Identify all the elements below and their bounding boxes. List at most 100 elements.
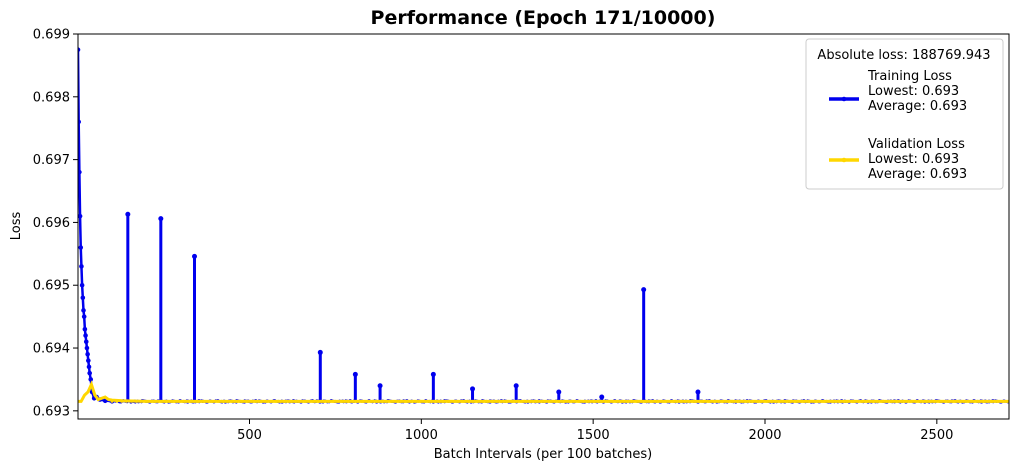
- validation-loss-point: [659, 400, 662, 403]
- validation-loss-point: [692, 400, 696, 403]
- training-loss-point: [85, 352, 90, 357]
- validation-loss-point: [971, 400, 975, 403]
- validation-loss-point: [192, 400, 196, 403]
- validation-loss-point: [153, 400, 157, 403]
- legend-validation-lowest: Lowest: 0.693: [868, 152, 959, 167]
- validation-loss-point: [914, 400, 917, 403]
- validation-loss-point: [947, 400, 951, 403]
- validation-loss-point: [125, 400, 128, 403]
- y-tick-label: 0.695: [33, 279, 70, 294]
- validation-loss-point: [697, 400, 701, 403]
- validation-loss-point: [211, 400, 215, 403]
- validation-loss-point: [856, 400, 860, 403]
- validation-loss-point: [716, 400, 720, 403]
- legend-training-lowest: Lowest: 0.693: [868, 84, 959, 99]
- validation-loss-point: [370, 400, 374, 403]
- validation-loss-point: [625, 400, 629, 403]
- validation-loss-point: [485, 400, 489, 403]
- x-axis: 500 1000 1500 2000 2500: [237, 419, 953, 443]
- training-loss-spike-peak: [352, 371, 358, 377]
- legend-validation-label: Validation Loss: [868, 137, 965, 152]
- validation-loss-point: [981, 400, 985, 403]
- validation-loss-point: [139, 400, 143, 403]
- validation-loss-point: [1005, 400, 1009, 403]
- validation-loss-point: [182, 400, 186, 403]
- validation-loss-point: [129, 400, 133, 403]
- validation-loss-point: [918, 400, 922, 403]
- validation-loss-point: [134, 400, 138, 403]
- x-tick-label: 500: [237, 428, 262, 443]
- validation-loss-point: [885, 400, 889, 403]
- validation-loss-point: [548, 400, 552, 403]
- chart-title: Performance (Epoch 171/10000): [371, 7, 716, 29]
- validation-loss-point: [933, 400, 937, 403]
- training-loss-spike-peak: [513, 383, 519, 389]
- validation-loss-point: [418, 400, 422, 403]
- training-loss-spike-peak: [641, 287, 647, 293]
- validation-loss-point: [283, 400, 287, 403]
- legend-training-label: Training Loss: [867, 69, 952, 84]
- validation-loss-point: [817, 400, 821, 403]
- validation-loss-point: [630, 400, 634, 403]
- training-loss-spike-peak: [192, 253, 198, 259]
- validation-loss-point: [471, 400, 475, 403]
- x-axis-title: Batch Intervals (per 100 batches): [434, 447, 652, 462]
- training-loss-point: [83, 333, 88, 338]
- training-loss-point: [78, 169, 82, 175]
- validation-loss-point: [380, 400, 383, 403]
- y-tick-label: 0.693: [33, 404, 70, 419]
- validation-loss-point: [476, 400, 480, 403]
- validation-loss-point: [303, 400, 306, 403]
- validation-loss-point: [846, 400, 850, 403]
- validation-loss-point: [534, 400, 537, 403]
- validation-loss-point: [447, 400, 451, 403]
- validation-loss-point: [726, 400, 730, 403]
- validation-loss-point: [851, 400, 855, 403]
- validation-loss-point: [509, 400, 513, 403]
- validation-loss-point: [991, 400, 994, 403]
- validation-loss-point: [240, 400, 244, 403]
- legend-box: [805, 38, 1004, 190]
- validation-loss-point: [173, 400, 176, 403]
- validation-loss-point: [408, 400, 412, 403]
- validation-loss-point: [404, 400, 407, 403]
- validation-loss-point: [909, 400, 913, 403]
- validation-loss-point: [553, 400, 557, 403]
- validation-loss-point: [832, 400, 836, 403]
- legend-validation-average: Average: 0.693: [868, 167, 967, 182]
- training-loss-spike-peak: [430, 371, 436, 377]
- validation-loss-point: [644, 400, 648, 403]
- validation-loss-point: [432, 400, 436, 403]
- validation-loss-point: [538, 400, 542, 403]
- validation-loss-point: [524, 400, 528, 403]
- validation-loss-point: [995, 400, 999, 403]
- validation-loss-point: [798, 400, 802, 403]
- validation-loss-point: [495, 400, 499, 403]
- validation-loss-point: [890, 400, 893, 403]
- validation-loss-point: [755, 400, 759, 403]
- validation-loss-point: [591, 400, 595, 403]
- validation-loss-point: [331, 400, 335, 403]
- plot-area: [77, 33, 1010, 420]
- validation-loss-point: [327, 400, 330, 403]
- validation-loss-point: [774, 400, 778, 403]
- validation-loss-point: [615, 400, 619, 403]
- training-loss-spike-peak: [317, 349, 323, 355]
- validation-loss-point: [577, 400, 581, 403]
- training-loss-point: [80, 295, 86, 301]
- validation-loss-point: [230, 400, 234, 403]
- validation-loss-point: [938, 400, 941, 403]
- validation-loss-point: [894, 400, 898, 403]
- validation-loss-point: [923, 400, 927, 403]
- validation-loss-point: [197, 400, 201, 403]
- validation-loss-point: [529, 400, 533, 403]
- training-loss-spike-peak: [125, 211, 131, 217]
- validation-loss-point: [967, 400, 970, 403]
- validation-loss-point: [336, 400, 340, 403]
- training-loss-spike-peak: [158, 216, 164, 222]
- training-loss-point: [81, 314, 87, 319]
- validation-loss-point: [394, 400, 398, 403]
- validation-loss-point: [962, 400, 966, 403]
- validation-loss-point: [202, 400, 205, 403]
